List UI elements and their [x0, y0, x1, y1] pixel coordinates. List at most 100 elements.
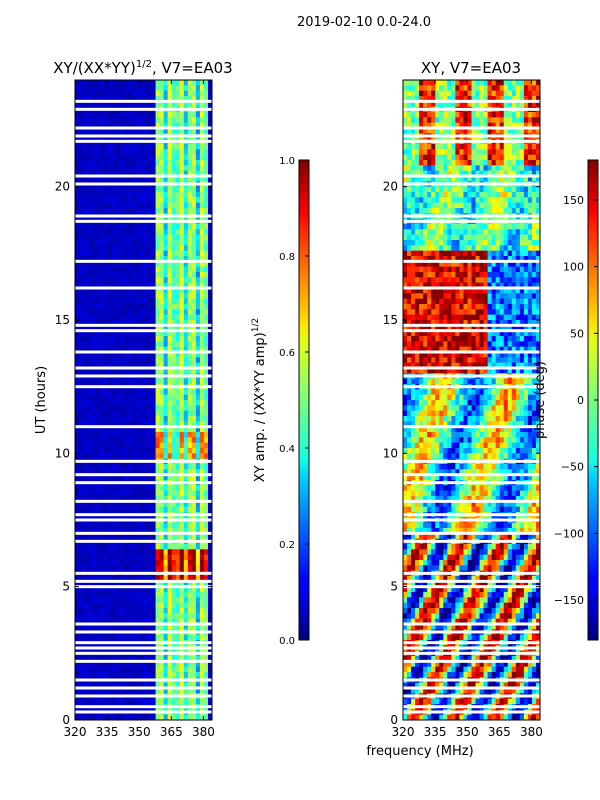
heatmap-cell — [471, 197, 476, 204]
heatmap-cell — [199, 522, 205, 529]
heatmap-cell — [183, 176, 189, 182]
heatmap-cell — [167, 261, 173, 268]
heatmap-cell — [535, 186, 540, 193]
heatmap-cell — [199, 288, 205, 294]
heatmap-cell — [471, 192, 476, 198]
heatmap-cell — [75, 544, 80, 550]
heatmap-cell — [467, 101, 472, 108]
heatmap-cell — [471, 160, 476, 166]
heatmap-cell — [159, 474, 165, 481]
heatmap-cell — [135, 293, 140, 300]
heatmap-cell — [187, 304, 193, 310]
heatmap-cell — [127, 90, 132, 97]
heatmap-cell — [107, 544, 112, 550]
heatmap-cell — [131, 229, 136, 236]
heatmap-cell — [155, 549, 161, 556]
heatmap-cell — [123, 101, 128, 108]
heatmap-cell — [87, 96, 92, 102]
heatmap-cell — [179, 410, 185, 417]
heatmap-cell — [87, 336, 92, 342]
heatmap-cell — [79, 602, 84, 609]
heatmap-cell — [203, 165, 209, 172]
heatmap-cell — [423, 144, 428, 150]
heatmap-cell — [175, 698, 181, 705]
heatmap-cell — [119, 293, 124, 300]
heatmap-cell — [463, 186, 468, 193]
heatmap-cell — [83, 528, 88, 534]
heatmap-cell — [139, 656, 144, 662]
heatmap-cell — [151, 304, 156, 310]
heatmap-cell — [91, 186, 96, 193]
heatmap-cell — [183, 234, 189, 241]
heatmap-cell — [131, 266, 136, 273]
heatmap-cell — [183, 240, 189, 246]
heatmap-cell — [507, 144, 513, 150]
heatmap-cell — [171, 378, 177, 385]
heatmap-cell — [91, 469, 96, 476]
heatmap-cell — [123, 634, 128, 641]
heatmap-cell — [115, 394, 120, 401]
heatmap-cell — [147, 176, 152, 182]
heatmap-cell — [79, 277, 84, 284]
heatmap-cell — [127, 389, 132, 396]
heatmap-cell — [83, 309, 88, 316]
heatmap-cell — [195, 618, 201, 625]
heatmap-cell — [407, 128, 412, 134]
heatmap-cell — [191, 464, 197, 470]
heatmap-cell — [123, 474, 128, 481]
heatmap-cell — [207, 576, 212, 582]
heatmap-cell — [119, 266, 124, 273]
heatmap-cell — [123, 314, 128, 321]
heatmap-cell — [131, 208, 136, 214]
heatmap-cell — [423, 160, 428, 166]
heatmap-cell — [175, 357, 181, 364]
heatmap-cell — [183, 128, 189, 134]
heatmap-cell — [87, 282, 92, 289]
heatmap-cell — [107, 112, 112, 118]
heatmap-cell — [95, 608, 100, 614]
heatmap-cell — [131, 661, 136, 668]
heatmap-cell — [95, 208, 100, 214]
heatmap-cell — [143, 501, 148, 508]
heatmap-cell — [163, 325, 169, 332]
heatmap-cell — [107, 234, 112, 241]
gap-row — [75, 323, 212, 327]
heatmap-cell — [199, 400, 205, 406]
heatmap-cell — [79, 528, 84, 534]
heatmap-cell — [111, 501, 116, 508]
heatmap-cell — [123, 554, 128, 561]
heatmap-cell — [179, 682, 185, 689]
heatmap-cell — [111, 240, 116, 246]
heatmap-cell — [151, 266, 156, 273]
heatmap-cell — [207, 410, 212, 417]
heatmap-cell — [139, 586, 144, 593]
heatmap-cell — [175, 496, 181, 502]
heatmap-cell — [127, 362, 132, 369]
heatmap-cell — [155, 154, 161, 161]
heatmap-cell — [159, 250, 165, 257]
heatmap-cell — [103, 405, 108, 412]
heatmap-cell — [135, 554, 140, 561]
heatmap-cell — [183, 437, 189, 444]
heatmap-cell — [155, 597, 161, 604]
heatmap-cell — [431, 90, 436, 97]
heatmap-cell — [191, 208, 197, 214]
heatmap-cell — [115, 272, 120, 278]
heatmap-cell — [147, 240, 152, 246]
heatmap-cell — [119, 672, 124, 678]
heatmap-cell — [183, 389, 189, 396]
heatmap-cell — [175, 330, 181, 337]
heatmap-cell — [155, 293, 161, 300]
heatmap-cell — [195, 122, 201, 129]
heatmap-cell — [103, 186, 108, 193]
heatmap-cell — [179, 165, 185, 172]
heatmap-cell — [207, 592, 212, 598]
heatmap-cell — [75, 656, 80, 662]
heatmap-cell — [159, 197, 165, 204]
heatmap-cell — [171, 544, 177, 550]
heatmap-cell — [183, 325, 189, 332]
heatmap-cell — [179, 250, 185, 257]
heatmap-cell — [87, 581, 92, 588]
heatmap-cell — [199, 426, 205, 433]
heatmap-cell — [439, 149, 444, 156]
